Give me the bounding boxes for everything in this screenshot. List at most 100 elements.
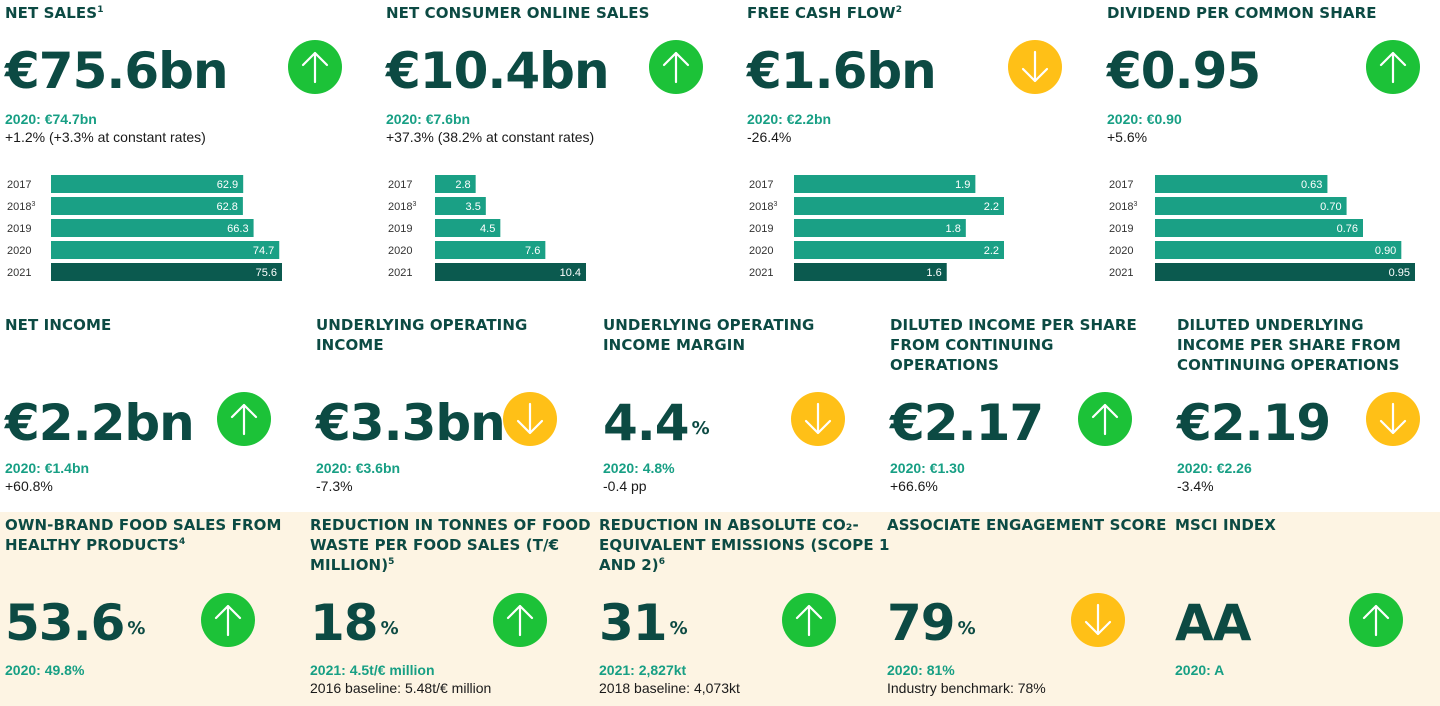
bar-category-label: 20183 (749, 201, 777, 213)
bar-category-label: 2020 (1109, 245, 1133, 257)
bar-value-label: 1.6 (926, 267, 941, 279)
arrow-down-icon (791, 392, 845, 446)
kpi-prior: 2020: 4.8% (603, 460, 675, 476)
kpi-net-sales: NET SALES1 €75.6bn 2020: €74.7bn +1.2% (… (5, 3, 350, 293)
kpi-free-cash-flow: FREE CASH FLOW2 €1.6bn 2020: €2.2bn -26.… (747, 3, 1092, 293)
kpi-value: 31% (599, 594, 688, 652)
kpi-title: DILUTED UNDERLYING INCOME PER SHARE FROM C… (1177, 316, 1401, 374)
bar (1155, 263, 1415, 281)
arrow-down-icon (791, 392, 845, 446)
bar-category-note: 3 (773, 201, 777, 208)
bar-category-label: 2020 (7, 245, 31, 257)
bar (435, 219, 501, 237)
bar (1155, 241, 1402, 259)
kpi-change: 2018 baseline: 4,073kt (599, 680, 740, 696)
bar-category-label: 2020 (749, 245, 773, 257)
bar-category-note: 3 (412, 201, 416, 208)
kpi-prior: 2021: 2,827kt (599, 662, 687, 678)
kpi-title: NET SALES1 (5, 4, 104, 22)
arrow-down-icon (1071, 593, 1125, 647)
bar-chart-svg: 2017 0.63 20183 0.70 2019 0.76 2020 0.90 2021 0.9… (1109, 175, 1415, 281)
kpi-value: 79% (887, 594, 976, 652)
bar-value-label: 62.8 (216, 201, 237, 213)
bar (794, 197, 1004, 215)
kpi-prior: 2020: €2.2bn (747, 111, 832, 127)
kpi-value: €3.3bn (316, 394, 506, 452)
arrow-up-icon (1366, 40, 1420, 94)
bar-value-label: 2.8 (455, 179, 470, 191)
kpi-prior: 2020: €3.6bn (316, 460, 401, 476)
kpi-change: -0.4 pp (603, 478, 647, 494)
bar-chart-svg: 2017 2.8 20183 3.5 2019 4.5 2020 7.6 2021 10.4 (388, 175, 586, 281)
bar-category-label: 2017 (7, 179, 31, 191)
bar-category-label: 2021 (388, 267, 412, 279)
bar (794, 219, 966, 237)
kpi-value: 53.6% (5, 594, 145, 652)
bar-chart-svg: 2017 62.9 20183 62.8 2019 66.3 2020 74.7 2021 75.… (7, 175, 282, 281)
arrow-up-icon (201, 593, 255, 647)
arrow-up-icon (1366, 40, 1420, 94)
bar-value-label: 75.6 (256, 267, 277, 279)
bar (51, 197, 243, 215)
kpi-change: +1.2% (+3.3% at constant rates) (5, 129, 206, 145)
kpi-net-consumer-online-sales: NET CONSUMER ONLINE SALES €10.4bn 2020: … (386, 3, 731, 293)
arrow-up-icon (1078, 392, 1132, 446)
kpi-value: AA (1175, 594, 1251, 652)
bar-value-label: 66.3 (227, 223, 248, 235)
kpi-value: €0.95 (1107, 42, 1261, 100)
kpi-title: NET INCOME (5, 316, 112, 334)
kpi-diluted-underlying-income-per-share: DILUTED UNDERLYING INCOME PER SHARE FROM C… (1177, 315, 1437, 505)
kpi-healthy-products: OWN-BRAND FOOD SALES FROM HEALTHY PRODUCT… (5, 515, 295, 705)
bar-value-label: 0.63 (1301, 179, 1322, 191)
arrow-up-icon (217, 392, 271, 446)
kpi-prior: 2020: €7.6bn (386, 111, 471, 127)
kpi-title: NET CONSUMER ONLINE SALES (386, 4, 650, 22)
kpi-underlying-operating-income-margin: UNDERLYING OPERATING INCOME MARGIN 4.4% 2… (603, 315, 873, 505)
bar (794, 241, 1004, 259)
kpi-change: -26.4% (747, 129, 792, 145)
bar-category-label: 2019 (388, 223, 412, 235)
bar-category-label: 2021 (749, 267, 773, 279)
arrow-up-icon (782, 593, 836, 647)
bar-category-label: 2019 (7, 223, 31, 235)
bar (794, 175, 976, 193)
bar-value-label: 62.9 (217, 179, 238, 191)
kpi-net-income: NET INCOME €2.2bn 2020: €1.4bn +60.8% (5, 315, 295, 505)
arrow-up-icon (1349, 593, 1403, 647)
bar-chart-svg: 2017 1.9 20183 2.2 2019 1.8 2020 2.2 2021 1.6 (749, 175, 1004, 281)
kpi-title: MSCI INDEX (1175, 516, 1276, 534)
arrow-down-icon (1008, 40, 1062, 94)
kpi-title: DILUTED INCOME PER SHARE FROM CONTINUING O… (890, 316, 1137, 374)
bar (794, 263, 947, 281)
arrow-up-icon (782, 593, 836, 647)
kpi-title: UNDERLYING OPERATING INCOME MARGIN (603, 316, 815, 354)
bar-value-label: 2.2 (984, 245, 999, 257)
kpi-prior: 2021: 4.5t/€ million (310, 662, 435, 678)
bar-category-label: 2017 (1109, 179, 1133, 191)
arrow-up-icon (649, 40, 703, 94)
bar-category-note: 3 (31, 201, 35, 208)
bar (1155, 197, 1347, 215)
arrow-down-icon (503, 392, 557, 446)
bar-category-label: 2021 (7, 267, 31, 279)
kpi-prior: 2020: A (1175, 662, 1225, 678)
kpi-prior: 2020: €0.90 (1107, 111, 1182, 127)
kpi-change: Industry benchmark: 78% (887, 680, 1046, 696)
bar-category-label: 2017 (749, 179, 773, 191)
bar-category-label: 20183 (388, 201, 416, 213)
kpi-prior: 2020: €1.30 (890, 460, 965, 476)
bar (435, 197, 486, 215)
bar-value-label: 0.76 (1337, 223, 1358, 235)
kpi-title: REDUCTION IN ABSOLUTE CO₂- EQUIVALENT EMI… (599, 516, 890, 574)
bar (51, 175, 244, 193)
kpi-dividend-per-common-share: DIVIDEND PER COMMON SHARE €0.95 2020: €0… (1107, 3, 1437, 293)
kpi-associate-engagement: ASSOCIATE ENGAGEMENT SCORE 79% 2020: 81%… (887, 515, 1166, 705)
bar-chart-free-cash-flow: 2017 1.9 20183 2.2 2019 1.8 2020 2.2 2021 1.6 (747, 173, 1008, 283)
kpi-change: -3.4% (1177, 478, 1214, 494)
arrow-up-icon (288, 40, 342, 94)
kpi-title: DIVIDEND PER COMMON SHARE (1107, 4, 1377, 22)
bar-category-label: 20183 (1109, 201, 1137, 213)
kpi-change: +60.8% (5, 478, 53, 494)
kpi-value: €2.17 (890, 394, 1044, 452)
bar (435, 241, 546, 259)
